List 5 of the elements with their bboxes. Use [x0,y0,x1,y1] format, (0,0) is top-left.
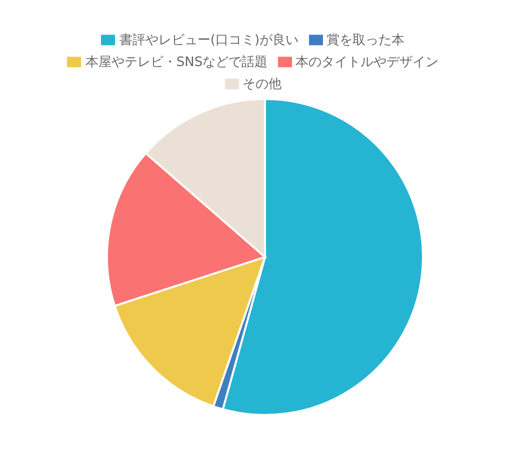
legend-label: 賞を取った本 [326,33,405,48]
legend-label: その他 [242,77,282,92]
legend-label: 本屋やテレビ・SNSなどで話題 [85,55,268,70]
legend-label: 本のタイトルやデザイン [296,55,439,70]
legend-label: 書評やレビュー(口コミ)が良い [119,33,299,48]
